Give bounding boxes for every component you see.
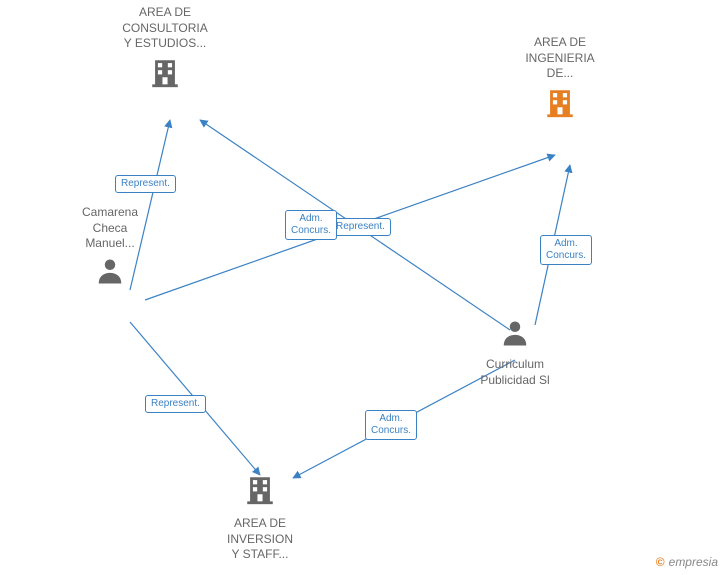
- person-icon: [500, 318, 530, 348]
- node-camarena[interactable]: CamarenaChecaManuel...: [65, 205, 155, 291]
- edge-label-line: Adm.: [291, 213, 331, 225]
- edge-label-line: Concurs.: [546, 250, 586, 262]
- building-icon: [543, 86, 577, 120]
- node-consultoria[interactable]: AREA DECONSULTORIAY ESTUDIOS...: [120, 5, 210, 95]
- node-label-line: Camarena: [65, 205, 155, 221]
- node-ingenieria[interactable]: AREA DEINGENIERIADE...: [515, 35, 605, 125]
- node-label-line: AREA DE: [120, 5, 210, 21]
- node-label-line: AREA DE: [215, 516, 305, 532]
- node-label: AREA DEINGENIERIADE...: [515, 35, 605, 82]
- node-label-line: INGENIERIA: [515, 51, 605, 67]
- edge-label-camarena-inversion: Represent.: [145, 395, 206, 413]
- edge-label-line: Adm.: [546, 238, 586, 250]
- edge-label-line: Concurs.: [371, 425, 411, 437]
- edge-label-line: Represent.: [121, 178, 170, 190]
- node-label: CamarenaChecaManuel...: [65, 205, 155, 252]
- edge-label-camarena-ingenieria: Represent.: [330, 218, 391, 236]
- node-label-line: Y ESTUDIOS...: [120, 36, 210, 52]
- person-icon: [95, 256, 125, 286]
- edge-label-curriculum-inversion: Adm.Concurs.: [365, 410, 417, 440]
- node-label: CurriculumPublicidad Sl: [470, 357, 560, 388]
- edge-label-curriculum-ingenieria: Adm.Concurs.: [540, 235, 592, 265]
- node-label-line: DE...: [515, 66, 605, 82]
- node-label-line: AREA DE: [515, 35, 605, 51]
- copyright-symbol: ©: [656, 555, 665, 569]
- edge-label-line: Adm.: [371, 413, 411, 425]
- edge-label-camarena-consultoria: Represent.: [115, 175, 176, 193]
- node-curriculum[interactable]: CurriculumPublicidad Sl: [470, 318, 560, 388]
- building-icon: [148, 56, 182, 90]
- node-label-line: Manuel...: [65, 236, 155, 252]
- node-label-line: CONSULTORIA: [120, 21, 210, 37]
- edge-label-line: Represent.: [151, 398, 200, 410]
- building-icon: [243, 473, 277, 507]
- edge-label-line: Concurs.: [291, 225, 331, 237]
- copyright-text: empresia: [669, 555, 718, 569]
- node-label-line: Checa: [65, 221, 155, 237]
- node-inversion[interactable]: AREA DEINVERSIONY STAFF...: [215, 473, 305, 563]
- node-label: AREA DEINVERSIONY STAFF...: [215, 516, 305, 563]
- node-label-line: INVERSION: [215, 532, 305, 548]
- edge-label-line: Represent.: [336, 221, 385, 233]
- copyright: © empresia: [656, 555, 718, 569]
- node-label-line: Curriculum: [470, 357, 560, 373]
- node-label-line: Publicidad Sl: [470, 373, 560, 389]
- node-label: AREA DECONSULTORIAY ESTUDIOS...: [120, 5, 210, 52]
- edge-label-curriculum-consultoria: Adm.Concurs.: [285, 210, 337, 240]
- node-label-line: Y STAFF...: [215, 547, 305, 563]
